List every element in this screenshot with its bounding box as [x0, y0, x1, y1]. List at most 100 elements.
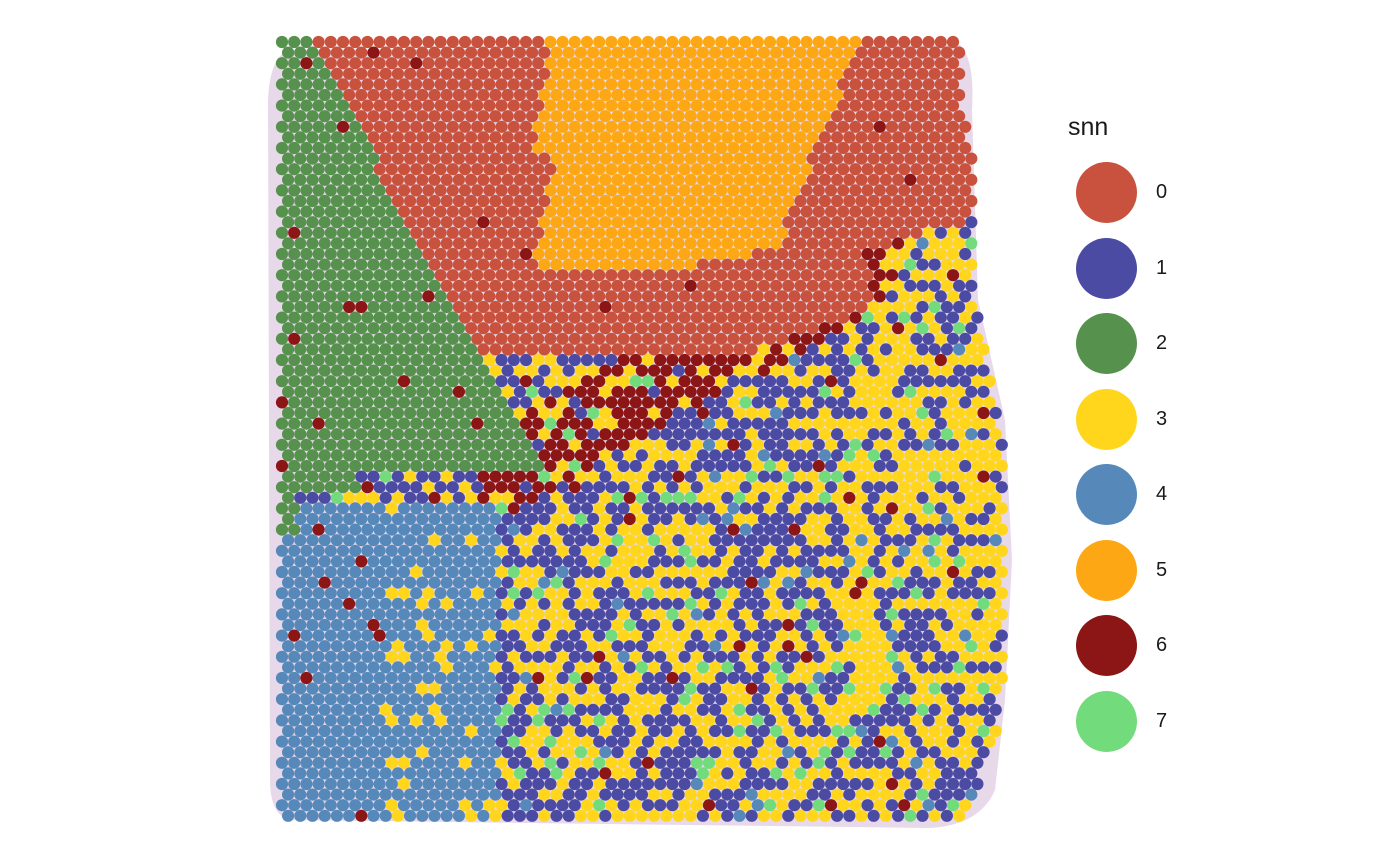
spot: [483, 120, 496, 133]
spot: [519, 587, 533, 600]
spot: [800, 163, 813, 176]
spot: [282, 512, 295, 526]
spot: [501, 110, 514, 123]
spot: [635, 46, 649, 59]
spot: [397, 78, 411, 91]
spot: [763, 163, 777, 176]
spot: [526, 216, 539, 229]
spot: [690, 459, 703, 473]
spot: [867, 343, 880, 356]
spot: [788, 693, 801, 706]
spot: [373, 671, 386, 685]
spot: [275, 608, 289, 621]
spot: [434, 35, 447, 49]
spot: [526, 746, 539, 759]
spot: [544, 396, 557, 409]
spot: [404, 576, 417, 589]
spot: [495, 184, 508, 197]
spot: [831, 597, 844, 610]
spot: [922, 184, 935, 197]
spot: [867, 279, 880, 292]
spot: [934, 375, 947, 388]
spot: [507, 714, 520, 727]
spot: [324, 311, 337, 324]
spot: [526, 491, 539, 504]
spot: [422, 353, 435, 367]
spot: [562, 618, 575, 632]
spot: [373, 629, 386, 642]
spot: [898, 120, 911, 133]
spot: [611, 809, 624, 822]
spot: [465, 46, 478, 59]
spot: [397, 777, 411, 791]
spot: [385, 671, 398, 685]
spot: [538, 173, 551, 186]
spot: [739, 544, 752, 557]
spot: [330, 216, 343, 229]
spot: [294, 724, 307, 738]
spot: [605, 714, 618, 727]
spot: [678, 777, 691, 791]
spot: [275, 587, 289, 600]
spot: [898, 163, 911, 176]
spot: [538, 406, 551, 420]
spot: [526, 661, 539, 674]
spot: [404, 152, 417, 165]
spot: [733, 343, 746, 356]
spot: [550, 724, 563, 738]
spot: [562, 322, 575, 335]
spot: [617, 184, 630, 197]
spot: [294, 173, 307, 186]
spot: [471, 205, 484, 218]
spot: [336, 481, 350, 494]
spot: [391, 597, 404, 610]
spot: [678, 311, 691, 324]
spot: [812, 608, 825, 621]
spot: [336, 57, 350, 70]
spot: [391, 428, 404, 441]
spot: [983, 735, 996, 748]
spot: [660, 491, 673, 504]
spot: [367, 300, 380, 314]
spot: [684, 491, 697, 504]
spot: [452, 279, 465, 292]
spot: [611, 343, 624, 356]
spot: [428, 534, 441, 547]
spot: [806, 597, 819, 610]
spot: [861, 565, 874, 579]
spot: [806, 724, 819, 738]
spot: [892, 300, 905, 314]
spot: [275, 799, 289, 812]
spot: [660, 110, 673, 123]
spot: [385, 481, 398, 494]
spot: [312, 290, 325, 303]
spot: [989, 724, 1002, 738]
spot: [959, 714, 972, 727]
spot: [873, 375, 886, 388]
spot: [574, 385, 588, 398]
spot: [355, 512, 368, 526]
spot: [605, 141, 618, 155]
spot: [306, 534, 319, 547]
spot: [885, 735, 899, 748]
spot: [812, 57, 825, 70]
spot: [550, 385, 563, 398]
spot: [501, 194, 514, 208]
spot: [879, 88, 893, 102]
spot: [721, 67, 734, 80]
spot: [873, 78, 886, 91]
spot: [324, 99, 337, 112]
legend-item: 2: [1068, 306, 1218, 382]
spot: [922, 714, 935, 727]
spot: [904, 88, 917, 102]
spot: [727, 459, 740, 473]
spot: [428, 724, 441, 738]
spot: [702, 78, 716, 91]
spot: [397, 417, 411, 430]
spot: [562, 152, 575, 165]
spot: [458, 650, 472, 663]
spot: [355, 194, 368, 208]
spot: [648, 809, 661, 822]
spot: [599, 279, 612, 292]
spot: [892, 491, 905, 504]
